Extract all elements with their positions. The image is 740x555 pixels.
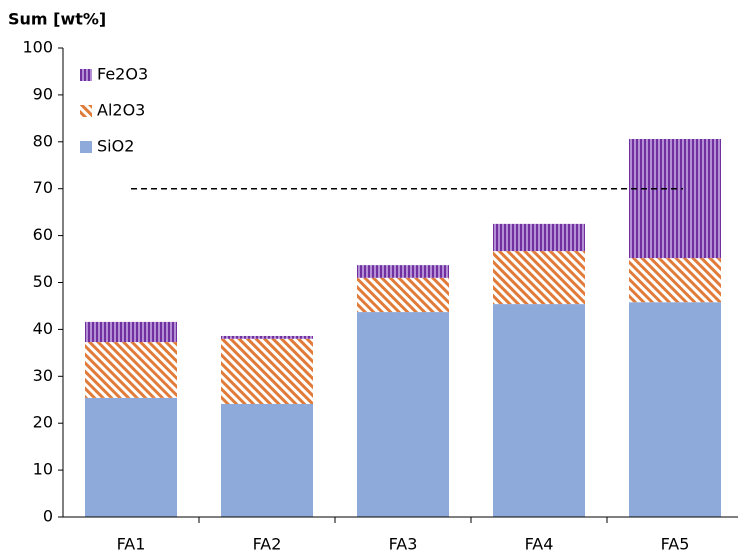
x-tick-label: FA5 [661, 535, 690, 554]
bar-segment [85, 342, 177, 398]
bar-segment [493, 304, 585, 517]
chart-title: Sum [wt%] [8, 10, 106, 29]
bar-segment [357, 312, 449, 517]
x-tick-label: FA1 [117, 535, 146, 554]
y-tick-label: 80 [33, 131, 53, 150]
bar-segment [629, 138, 721, 259]
bar-segment [221, 403, 313, 517]
bar-segment [357, 265, 449, 278]
bar-segment [85, 321, 177, 343]
legend-swatch [80, 105, 92, 117]
y-tick-label: 50 [33, 272, 53, 291]
bar-segment [221, 335, 313, 339]
y-tick-label: 20 [33, 413, 53, 432]
y-tick-label: 70 [33, 178, 53, 197]
y-tick-label: 40 [33, 319, 53, 338]
bar-segment [357, 277, 449, 313]
y-tick-label: 100 [22, 38, 53, 57]
y-tick-label: 10 [33, 460, 53, 479]
x-tick-label: FA4 [525, 535, 554, 554]
bar-segment [493, 223, 585, 252]
bar-segment [629, 258, 721, 303]
bar-segment [629, 302, 721, 517]
legend-swatch [80, 69, 92, 81]
y-tick-label: 60 [33, 225, 53, 244]
legend-label: Fe2O3 [97, 65, 148, 84]
y-tick-label: 30 [33, 366, 53, 385]
y-tick-label: 90 [33, 84, 53, 103]
x-tick-label: FA2 [253, 535, 282, 554]
bar-segment [493, 251, 585, 305]
bar-segment [221, 338, 313, 404]
legend-item: Fe2O3 [80, 65, 148, 84]
legend-item: Al2O3 [80, 101, 145, 120]
legend-item: SiO2 [80, 137, 134, 156]
y-tick-label: 0 [43, 507, 53, 526]
legend-swatch [80, 141, 92, 153]
bar-segment [85, 397, 177, 517]
legend-label: Al2O3 [97, 101, 145, 120]
legend-label: SiO2 [97, 137, 134, 156]
x-tick-label: FA3 [389, 535, 418, 554]
